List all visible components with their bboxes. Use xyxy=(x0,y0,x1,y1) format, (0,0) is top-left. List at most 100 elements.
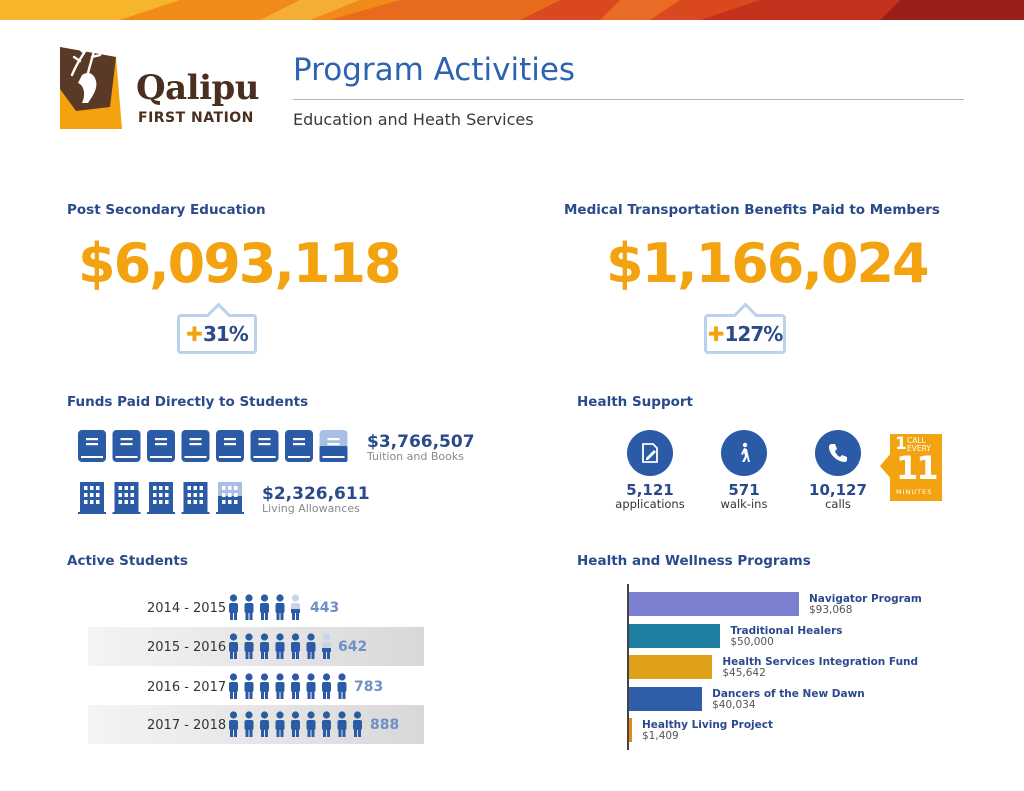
calls-label: calls xyxy=(825,497,851,511)
book-icon xyxy=(112,430,141,462)
logo-subtitle: FIRST NATION xyxy=(138,110,254,126)
student-icon xyxy=(275,633,285,659)
bar-label: Traditional Healers xyxy=(730,624,843,637)
tuition-label: Tuition and Books xyxy=(367,450,464,463)
book-icon xyxy=(285,430,313,462)
page-subtitle: Education and Heath Services xyxy=(293,110,534,129)
building-icon xyxy=(216,482,244,514)
bar-label: Healthy Living Project xyxy=(642,719,774,731)
active-students-heading: Active Students xyxy=(67,553,188,569)
wellness-heading: Health and Wellness Programs xyxy=(577,553,811,569)
bar xyxy=(629,686,703,711)
student-icon xyxy=(306,633,316,659)
book-icon-row xyxy=(78,430,348,462)
building-icon xyxy=(112,482,141,514)
bar-value-label: $93,068 xyxy=(809,604,853,616)
student-icon xyxy=(322,673,331,699)
row-band xyxy=(88,627,424,666)
call-badge-lead: 1 xyxy=(895,434,907,454)
student-icon xyxy=(260,633,269,659)
post-secondary-heading: Post Secondary Education xyxy=(67,202,266,218)
plus-icon: ✚ xyxy=(707,322,725,346)
building-icon xyxy=(181,482,210,514)
student-icon xyxy=(229,594,238,620)
student-icon xyxy=(275,673,285,699)
bar-label: Dancers of the New Dawn xyxy=(712,687,865,700)
medical-amount: $1,166,024 xyxy=(606,232,930,295)
student-icon xyxy=(244,711,254,737)
building-icon xyxy=(78,482,106,514)
student-icon xyxy=(275,594,285,620)
call-badge-every: EVERY xyxy=(907,444,931,453)
document-pen-icon xyxy=(627,430,673,476)
call-badge-call: CALL xyxy=(907,436,926,445)
living-amount: $2,326,611 xyxy=(262,484,370,504)
student-icon xyxy=(306,673,316,699)
medical-heading: Medical Transportation Benefits Paid to … xyxy=(564,202,940,218)
student-icon xyxy=(291,711,300,737)
bar-label: Health Services Integration Fund xyxy=(722,656,919,668)
post-secondary-amount: $6,093,118 xyxy=(78,232,402,295)
book-icon xyxy=(181,430,210,462)
student-count: 443 xyxy=(310,600,340,616)
student-count: 783 xyxy=(354,679,384,695)
tuition-amount: $3,766,507 xyxy=(367,432,475,452)
student-icon xyxy=(291,673,300,699)
bar-value-label: $45,642 xyxy=(722,667,766,679)
chart-axis xyxy=(627,584,629,750)
student-icon xyxy=(260,673,269,699)
qalipu-logo xyxy=(60,45,122,129)
medical-change-badge: ✚127% xyxy=(704,314,786,354)
student-count: 642 xyxy=(338,639,368,655)
student-icon xyxy=(244,594,254,620)
title-divider xyxy=(293,99,964,100)
student-icon xyxy=(260,711,269,737)
year-label: 2016 - 2017 xyxy=(147,680,227,695)
student-icon xyxy=(306,711,316,737)
year-label: 2014 - 2015 xyxy=(147,601,227,616)
student-icon xyxy=(337,673,347,699)
student-icon xyxy=(229,633,238,659)
student-icon xyxy=(244,633,254,659)
student-count: 888 xyxy=(370,717,400,733)
student-icon-row xyxy=(229,711,362,737)
call-badge-unit: MINUTES xyxy=(896,488,933,496)
student-icon xyxy=(337,711,347,737)
bar xyxy=(629,623,721,648)
book-icon xyxy=(78,430,106,462)
building-icon xyxy=(147,482,175,514)
bar-label: Navigator Program xyxy=(809,593,922,605)
health-support-heading: Health Support xyxy=(577,394,694,410)
call-badge-number: 11 xyxy=(896,449,939,487)
funds-heading: Funds Paid Directly to Students xyxy=(67,394,309,410)
student-icon xyxy=(244,673,254,699)
student-icon-row xyxy=(229,594,300,620)
book-icon xyxy=(147,430,175,462)
year-label: 2017 - 2018 xyxy=(147,718,227,733)
student-icon xyxy=(322,711,331,737)
student-icon-row xyxy=(229,633,331,659)
row-band xyxy=(88,705,424,744)
walk-ins-count: 571 xyxy=(728,481,760,499)
bar-value-label: $50,000 xyxy=(730,635,774,648)
bar xyxy=(629,592,799,616)
phone-icon xyxy=(815,430,861,476)
calls-count: 10,127 xyxy=(809,481,867,499)
student-icon-row xyxy=(229,673,347,699)
wellness-bar-chart: Navigator Program $93,068 Traditional Heal… xyxy=(629,584,1009,754)
student-icon xyxy=(275,711,285,737)
student-icon xyxy=(229,673,238,699)
bar-value-label: $1,409 xyxy=(642,730,679,742)
medical-change: 127% xyxy=(724,322,783,346)
header-banner xyxy=(0,0,1024,20)
page-title: Program Activities xyxy=(293,52,576,88)
post-secondary-change: 31% xyxy=(202,322,249,346)
student-icon xyxy=(260,594,269,620)
badge-arrow xyxy=(880,452,892,480)
student-icon xyxy=(291,633,300,659)
walk-ins-label: walk-ins xyxy=(720,497,768,511)
student-icon xyxy=(229,711,238,737)
student-icon xyxy=(322,633,331,659)
applications-count: 5,121 xyxy=(626,481,674,499)
bar xyxy=(629,718,632,742)
